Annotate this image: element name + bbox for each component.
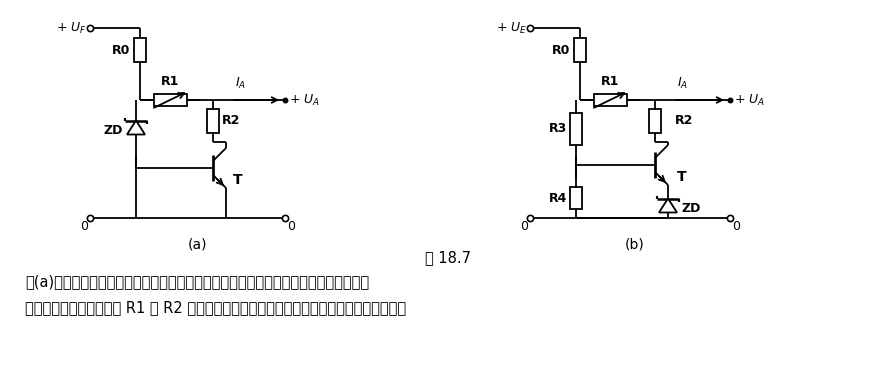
Text: $I_A$: $I_A$ [677, 76, 688, 91]
Bar [570, 113, 582, 145]
Text: R3: R3 [548, 122, 567, 136]
Text: 图 18.7: 图 18.7 [425, 250, 471, 266]
Bar [570, 187, 582, 209]
Text: $+\ U_E$: $+\ U_E$ [495, 21, 527, 36]
Text: R2: R2 [222, 114, 240, 128]
Text: ZD: ZD [682, 202, 702, 215]
Text: $I_A$: $I_A$ [235, 76, 246, 91]
Text: R1: R1 [160, 75, 179, 88]
Text: 图(a)电路输出电压固定，约等于稳压管的击穿电压，稳压管只流过晶体管的基极电流。: 图(a)电路输出电压固定，约等于稳压管的击穿电压，稳压管只流过晶体管的基极电流。 [25, 274, 369, 290]
Polygon shape [659, 198, 677, 212]
Text: 0: 0 [80, 220, 88, 233]
Text: $+\ U_F$: $+\ U_F$ [56, 21, 87, 36]
Text: 由晶体管、稳压管、电阻 R1 和 R2 构成的电路起着一个有较高功率的稳压管作用，其等效内: 由晶体管、稳压管、电阻 R1 和 R2 构成的电路起着一个有较高功率的稳压管作用… [25, 301, 406, 315]
Text: T: T [233, 173, 243, 187]
Bar [207, 109, 219, 133]
Text: ZD: ZD [104, 124, 123, 137]
Polygon shape [127, 120, 145, 135]
Text: 0: 0 [287, 220, 295, 233]
Bar [153, 94, 186, 106]
Text: R2: R2 [675, 114, 694, 128]
Text: $+\ U_A$: $+\ U_A$ [734, 92, 765, 108]
Text: (a): (a) [188, 237, 207, 251]
Text: R0: R0 [112, 43, 130, 57]
Text: R1: R1 [601, 75, 619, 88]
Text: $+\ U_A$: $+\ U_A$ [289, 92, 320, 108]
Text: 0: 0 [732, 220, 740, 233]
Text: R4: R4 [548, 192, 567, 204]
Bar [134, 38, 146, 62]
Text: R0: R0 [552, 43, 570, 57]
Text: T: T [677, 170, 686, 184]
Text: (b): (b) [625, 237, 645, 251]
Text: 0: 0 [520, 220, 528, 233]
Bar [593, 94, 626, 106]
Bar [574, 38, 586, 62]
Bar [649, 109, 661, 133]
